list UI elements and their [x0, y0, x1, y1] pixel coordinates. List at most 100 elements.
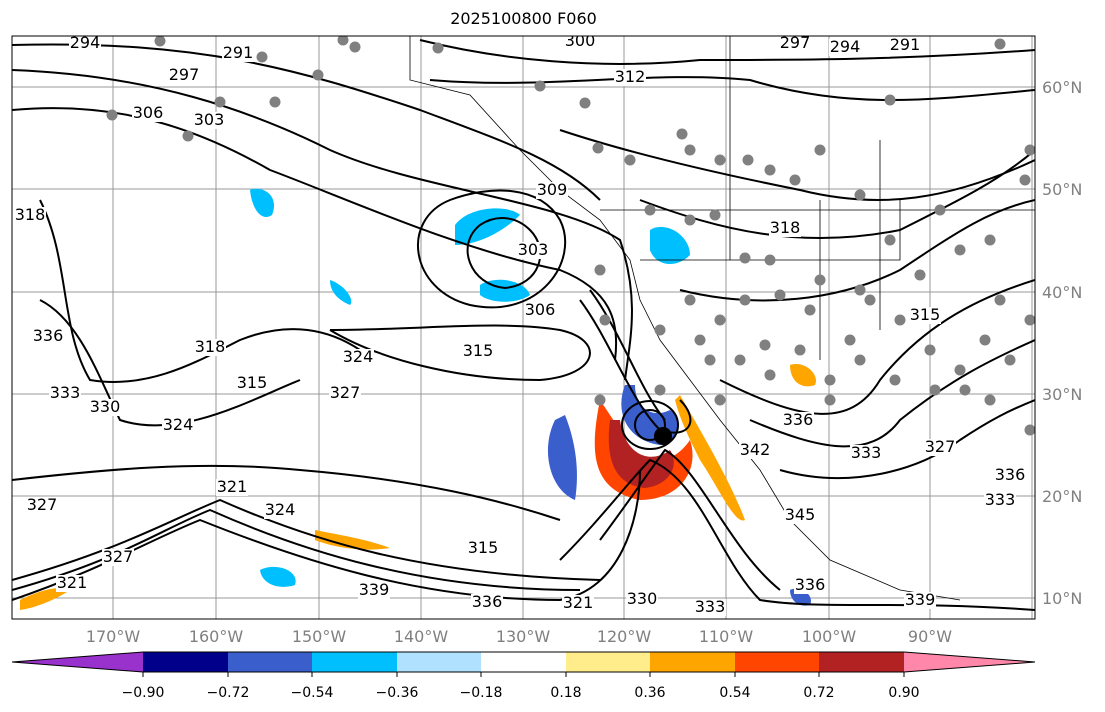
- station-dot: [954, 244, 966, 256]
- colorbar-min-extend: [12, 652, 143, 672]
- contour-label-bg: [56, 575, 88, 592]
- station-dot: [1004, 354, 1016, 366]
- station-dot: [592, 142, 604, 154]
- contour-label: 336: [783, 410, 814, 429]
- station-dot: [814, 274, 826, 286]
- contour-label: 321: [57, 573, 88, 592]
- contour-label-layer: 294 291 297 306 303 300 312 297 294 291 309 303 306 3…: [14, 31, 1026, 616]
- map-frame: [11, 35, 1036, 620]
- station-dot: [684, 214, 696, 226]
- colorbar-max-extend: [904, 652, 1035, 672]
- station-dot: [337, 36, 349, 46]
- colorbar-bin: [312, 652, 397, 672]
- latitude-label: 10°N: [1042, 589, 1082, 608]
- colorbar: −0.90 −0.72 −0.54 −0.36 −0.18 0.18 0.36 0.54 0.7…: [11, 651, 1036, 701]
- station-dot: [774, 289, 786, 301]
- station-dot: [854, 284, 866, 296]
- contour-label: 306: [525, 300, 556, 319]
- contour-label: 315: [910, 305, 941, 324]
- contour-label-bg: [909, 307, 941, 324]
- contour-label: 333: [695, 597, 726, 616]
- contour-label: 315: [237, 373, 268, 392]
- contour-label-bg: [69, 36, 101, 52]
- colorbar-bin: [735, 652, 819, 672]
- station-dot: [182, 130, 194, 142]
- station-dot: [269, 96, 281, 108]
- station-dot: [844, 334, 856, 346]
- contour-label-bg: [562, 595, 594, 612]
- contour-label: 327: [925, 437, 956, 456]
- station-dot: [889, 374, 901, 386]
- contour-label-bg: [904, 592, 936, 609]
- contour-label-bg: [168, 67, 200, 84]
- contour-label-bg: [517, 242, 549, 259]
- station-dot: [106, 109, 118, 121]
- contour-label: 327: [330, 383, 361, 402]
- contour-label: 333: [50, 383, 81, 402]
- contour-label-bg: [193, 112, 225, 129]
- colorbar-bin: [228, 652, 312, 672]
- longitude-label: 150°W: [292, 627, 347, 646]
- station-dot: [742, 154, 754, 166]
- station-dot: [644, 204, 656, 216]
- station-markers: [106, 36, 1035, 436]
- contour-label: 324: [163, 415, 194, 434]
- colorbar-tick-label: −0.54: [291, 685, 334, 701]
- contour-label-bg: [26, 497, 58, 514]
- station-dot: [764, 369, 776, 381]
- station-dot: [794, 344, 806, 356]
- longitude-label: 100°W: [802, 627, 857, 646]
- contour-label: 339: [905, 590, 936, 609]
- station-dot: [864, 294, 876, 306]
- contour-label-bg: [924, 439, 956, 456]
- contour-label: 303: [518, 240, 549, 259]
- contour-label-bg: [769, 220, 801, 237]
- contour-label: 336: [472, 592, 503, 611]
- contour-label-bg: [779, 36, 811, 52]
- station-dot: [714, 394, 726, 406]
- station-dot: [734, 354, 746, 366]
- contour-label-bg: [467, 540, 499, 557]
- station-dot: [1024, 424, 1035, 436]
- station-dot: [714, 154, 726, 166]
- contour-label-bg: [626, 591, 658, 608]
- contour-label-bg: [536, 182, 568, 199]
- contour-label: 291: [890, 35, 921, 54]
- contour-label-bg: [462, 343, 494, 360]
- contour-label-bg: [739, 442, 771, 459]
- station-dot: [884, 234, 896, 246]
- station-dot: [579, 97, 591, 109]
- colorbar-bin: [397, 652, 481, 672]
- station-dot: [739, 294, 751, 306]
- station-dot: [1024, 144, 1035, 156]
- station-dot: [1024, 314, 1035, 326]
- longitude-label: 90°W: [908, 627, 952, 646]
- station-dot: [954, 364, 966, 376]
- contour-label: 339: [359, 580, 390, 599]
- contour-label-bg: [216, 479, 248, 496]
- contour-label: 315: [468, 538, 499, 557]
- station-dot: [349, 41, 361, 53]
- state-country-boundaries: [409, 36, 1035, 601]
- station-dot: [709, 209, 721, 221]
- contour-label-bg: [794, 577, 826, 594]
- station-dot: [312, 69, 324, 81]
- contour-label-bg: [829, 39, 861, 56]
- station-dot: [594, 264, 606, 276]
- station-dot: [694, 334, 706, 346]
- longitude-labels: 170°W 160°W 150°W 140°W 130°W 120°W 110°W 100°W…: [86, 627, 952, 646]
- contour-label: 294: [70, 33, 101, 52]
- colorbar-tick-label: 0.90: [888, 685, 919, 701]
- contour-label-bg: [236, 375, 268, 392]
- latitude-label: 50°N: [1042, 180, 1082, 199]
- colorbar-tick-label: 0.36: [634, 685, 665, 701]
- station-dot: [994, 38, 1006, 50]
- latitude-label: 60°N: [1042, 78, 1082, 97]
- contour-label: 321: [217, 477, 248, 496]
- contour-label: 324: [265, 500, 296, 519]
- contour-label: 300: [565, 31, 596, 50]
- contour-label: 342: [740, 440, 771, 459]
- contour-label: 336: [995, 465, 1026, 484]
- contour-label-bg: [524, 302, 556, 319]
